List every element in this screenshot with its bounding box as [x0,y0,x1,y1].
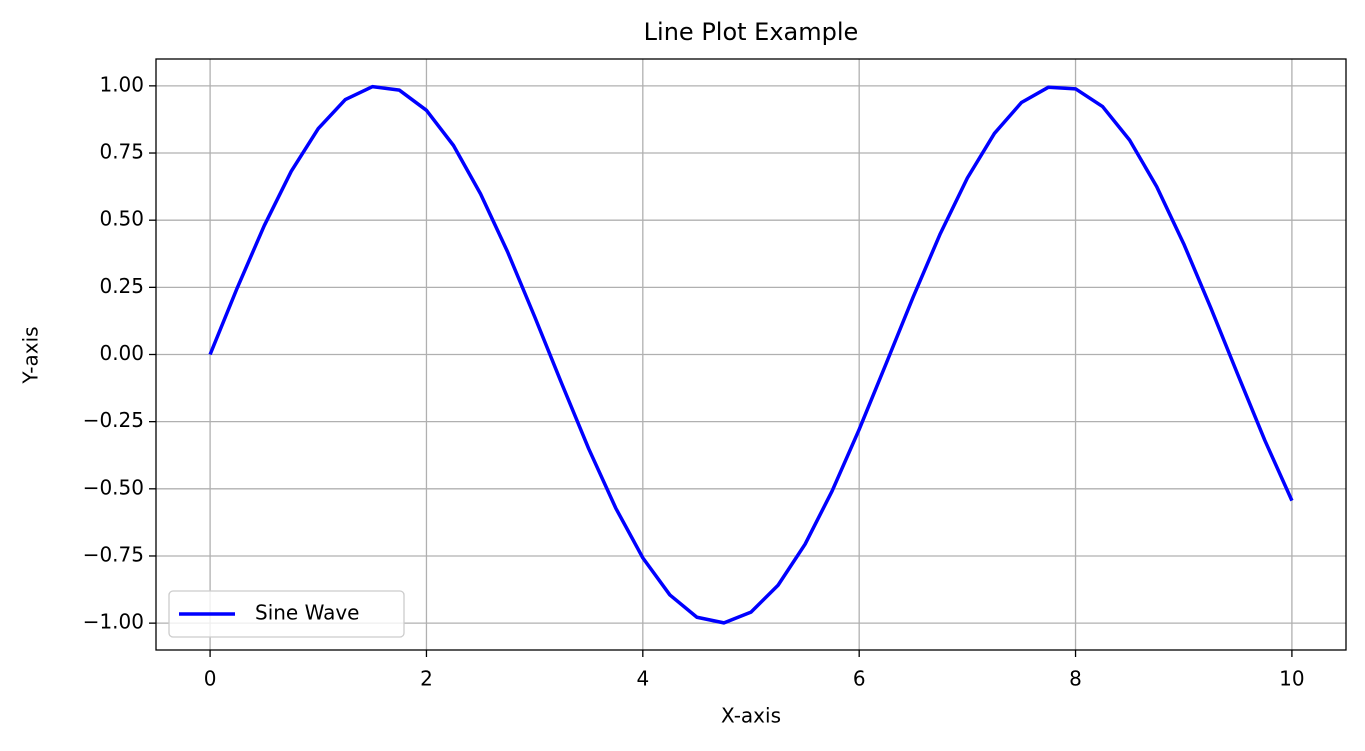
y-tick-label: 0.25 [99,274,144,298]
y-tick-label: 0.75 [99,140,144,164]
x-tick-label: 8 [1069,667,1082,691]
y-tick-label: −0.50 [83,475,144,499]
y-tick-label: −0.75 [83,542,144,566]
y-tick-label: −1.00 [83,610,144,634]
plot-frame [155,58,1347,651]
x-tick-label: 0 [204,667,217,691]
x-tick-label: 10 [1279,667,1304,691]
legend: Sine Wave [168,590,405,638]
y-tick-label: 0.50 [99,207,144,231]
legend-label: Sine Wave [255,601,359,625]
x-tick-label: 6 [853,667,866,691]
x-tick-label: 2 [420,667,433,691]
chart-title: Line Plot Example [644,18,859,46]
x-tick-label: 4 [636,667,649,691]
legend-box [168,590,405,638]
y-tick-label: 1.00 [99,72,144,96]
line-series [208,84,1294,625]
x-axis-label: X-axis [721,704,781,728]
y-tick-label: −0.25 [83,408,144,432]
y-tick-label: 0.00 [99,341,144,365]
y-axis-label: Y-axis [19,326,43,384]
